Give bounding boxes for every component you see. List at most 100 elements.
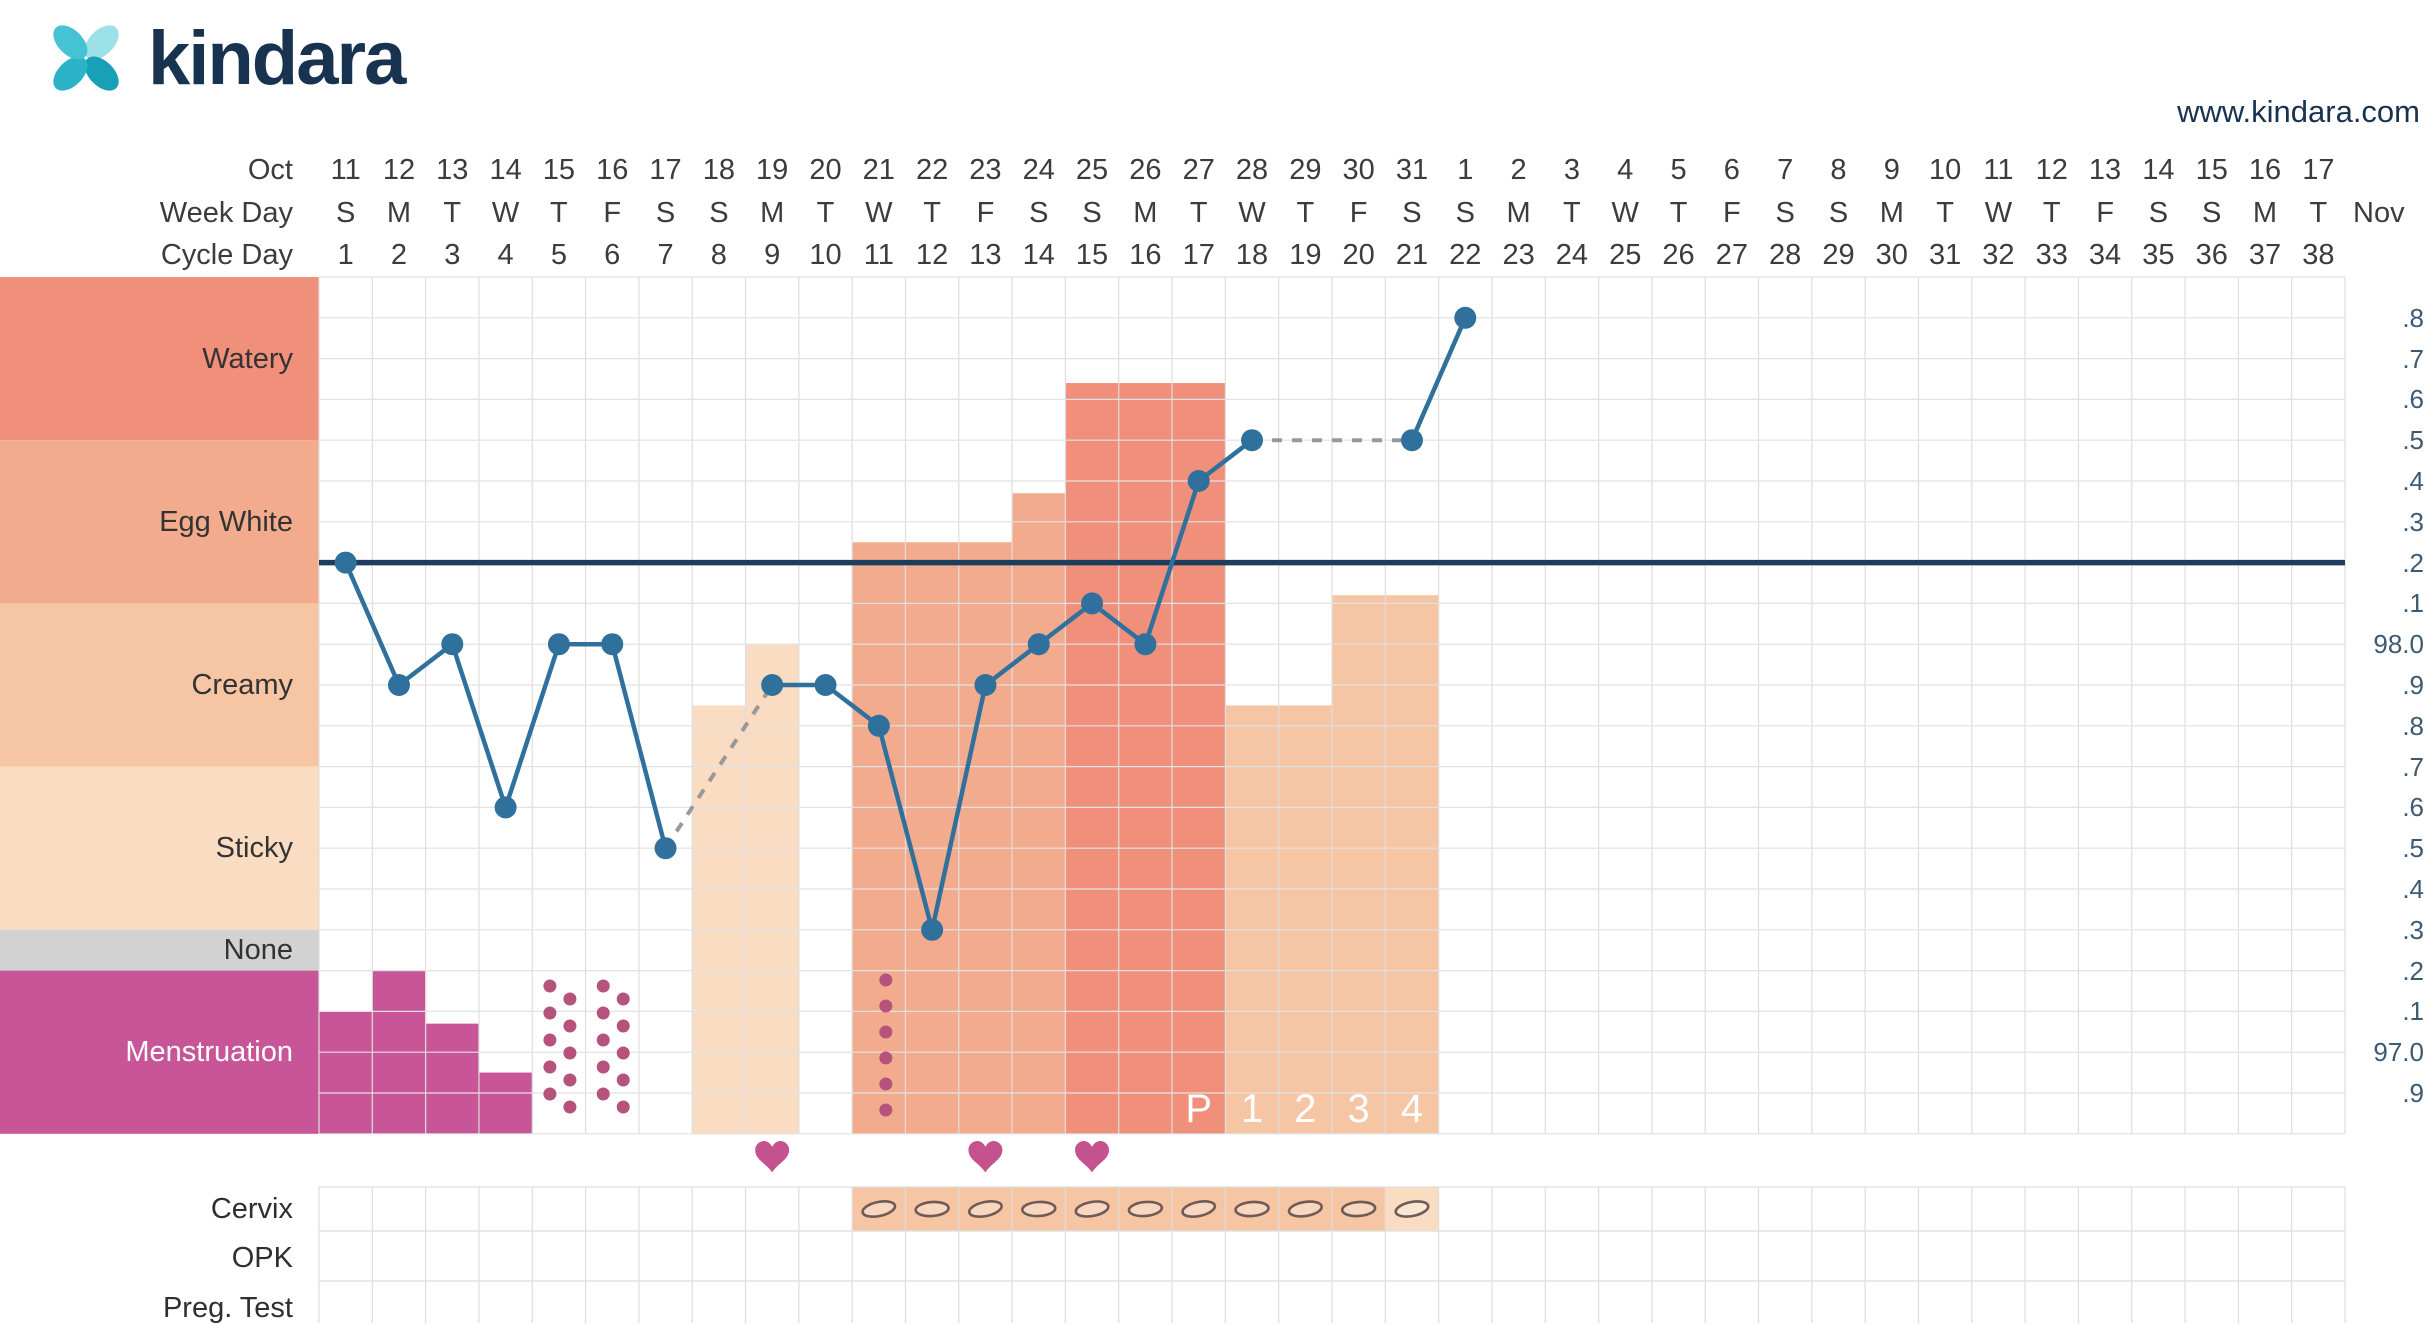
cycleday-cell: 35	[2142, 239, 2175, 271]
zone-label: None	[223, 934, 293, 967]
temp-axis-label: .5	[2402, 425, 2424, 456]
logo-petal-icon	[53, 25, 88, 60]
temp-point	[387, 674, 410, 696]
cycleday-cell: 33	[2035, 239, 2068, 271]
temp-point	[334, 551, 357, 574]
weekday-cell: T	[816, 197, 835, 229]
temp-point	[1027, 633, 1050, 656]
date-cell: 5	[1670, 154, 1687, 186]
temp-point	[921, 918, 944, 941]
date-cell: 18	[702, 154, 735, 186]
date-cell: 13	[436, 154, 469, 186]
temp-line-segment	[824, 683, 881, 728]
temp-point	[441, 633, 464, 656]
cycleday-cell: 36	[2195, 239, 2228, 271]
peak-label: 4	[1401, 1087, 1423, 1131]
temp-point	[601, 633, 624, 656]
temp-axis-label: .3	[2402, 506, 2424, 537]
cycleday-cell: 8	[710, 239, 727, 271]
cycleday-cell: 19	[1289, 239, 1322, 271]
cycleday-cell: 27	[1715, 239, 1748, 271]
date-cell: 15	[2195, 154, 2228, 186]
date-cell: 9	[1883, 154, 1900, 186]
date-cell: 8	[1830, 154, 1847, 186]
kindara-logo-icon	[53, 25, 119, 91]
weekday-cell: T	[1563, 197, 1581, 229]
date-cell: 23	[969, 154, 1002, 186]
zone-band	[0, 766, 319, 930]
temp-point	[761, 674, 784, 696]
zone-label: Sticky	[215, 832, 293, 865]
weekday-cell: T	[1189, 197, 1208, 229]
cervix-oval-icon	[967, 1200, 1003, 1218]
temp-point	[1187, 470, 1210, 492]
cycleday-cell: 5	[550, 239, 567, 271]
logo-petal-icon	[84, 25, 119, 60]
peak-label: 3	[1348, 1087, 1370, 1131]
cycleday-cell: 18	[1235, 239, 1269, 271]
spotting-dot	[563, 1073, 577, 1087]
weekday-cell: F	[1349, 197, 1368, 229]
date-cell: 14	[489, 154, 522, 186]
cervix-oval-icon	[1340, 1200, 1377, 1218]
fluid-bar	[852, 542, 906, 1134]
date-cell: 28	[1235, 154, 1269, 186]
spotting-dot	[616, 1046, 630, 1060]
cycleday-cell: 24	[1555, 239, 1589, 271]
temp-line-segment	[343, 561, 402, 686]
cycleday-cell: 28	[1769, 239, 1802, 271]
spotting-dot	[596, 1033, 610, 1047]
weekday-cell: F	[976, 197, 995, 229]
temp-axis-label: .7	[2402, 343, 2424, 374]
weekday-cell: M	[2252, 197, 2278, 229]
temp-axis-label: .7	[2402, 751, 2424, 782]
weekday-cell: M	[1879, 197, 1904, 229]
cycleday-cell: 15	[1075, 239, 1109, 271]
weekday-cell: M	[1133, 197, 1158, 229]
peak-label: 2	[1294, 1087, 1316, 1131]
temp-line-segment	[1197, 438, 1254, 483]
preg-test-row-label: Preg. Test	[162, 1292, 293, 1324]
weekday-cell: S	[1082, 197, 1102, 229]
fluid-bar	[1278, 705, 1333, 1134]
spotting-dot	[879, 973, 893, 987]
temp-axis-label: .6	[2402, 384, 2424, 415]
website-url[interactable]: www.kindara.com	[2177, 94, 2420, 129]
temp-point	[1400, 429, 1423, 452]
fluid-bar	[1172, 383, 1226, 1134]
zone-band	[0, 929, 319, 971]
kindara-logo: kindara	[40, 12, 406, 104]
weekday-cell: T	[1936, 197, 1954, 229]
weekday-cell: W	[865, 197, 893, 229]
cycleday-row-label: Cycle Day	[160, 239, 293, 271]
weekday-cell: T	[2042, 197, 2061, 229]
zone-band	[0, 277, 319, 441]
weekday-cell: W	[1611, 197, 1639, 229]
cervix-oval-icon	[1020, 1200, 1057, 1218]
date-cell: 11	[1983, 154, 2014, 186]
date-cell: 26	[1129, 154, 1162, 186]
fluid-bar	[1065, 383, 1120, 1134]
temp-line-segment	[929, 684, 988, 931]
temp-point	[1241, 429, 1264, 452]
zone-band	[0, 440, 319, 604]
temp-point	[547, 633, 570, 656]
temp-axis-label: .4	[2402, 874, 2424, 904]
temp-line-segment	[1090, 601, 1147, 646]
cycleday-cell: 4	[497, 239, 514, 271]
temp-point	[974, 674, 997, 696]
spotting-dot	[563, 1100, 577, 1114]
cycleday-cell: 31	[1928, 239, 1962, 271]
cervix-oval-icon	[1234, 1200, 1270, 1218]
date-cell: 12	[2035, 154, 2068, 186]
month-end-label: Nov	[2353, 197, 2405, 229]
spotting-dot	[563, 992, 577, 1006]
date-cell: 29	[1289, 154, 1322, 186]
spotting-dot	[543, 1060, 557, 1074]
date-cell: 12	[382, 154, 416, 186]
date-cell: 30	[1342, 154, 1375, 186]
spotting-dot	[563, 1046, 577, 1060]
temp-line-segment	[1143, 480, 1201, 645]
temp-line-segment	[450, 643, 508, 809]
spotting-dot	[543, 1087, 557, 1101]
